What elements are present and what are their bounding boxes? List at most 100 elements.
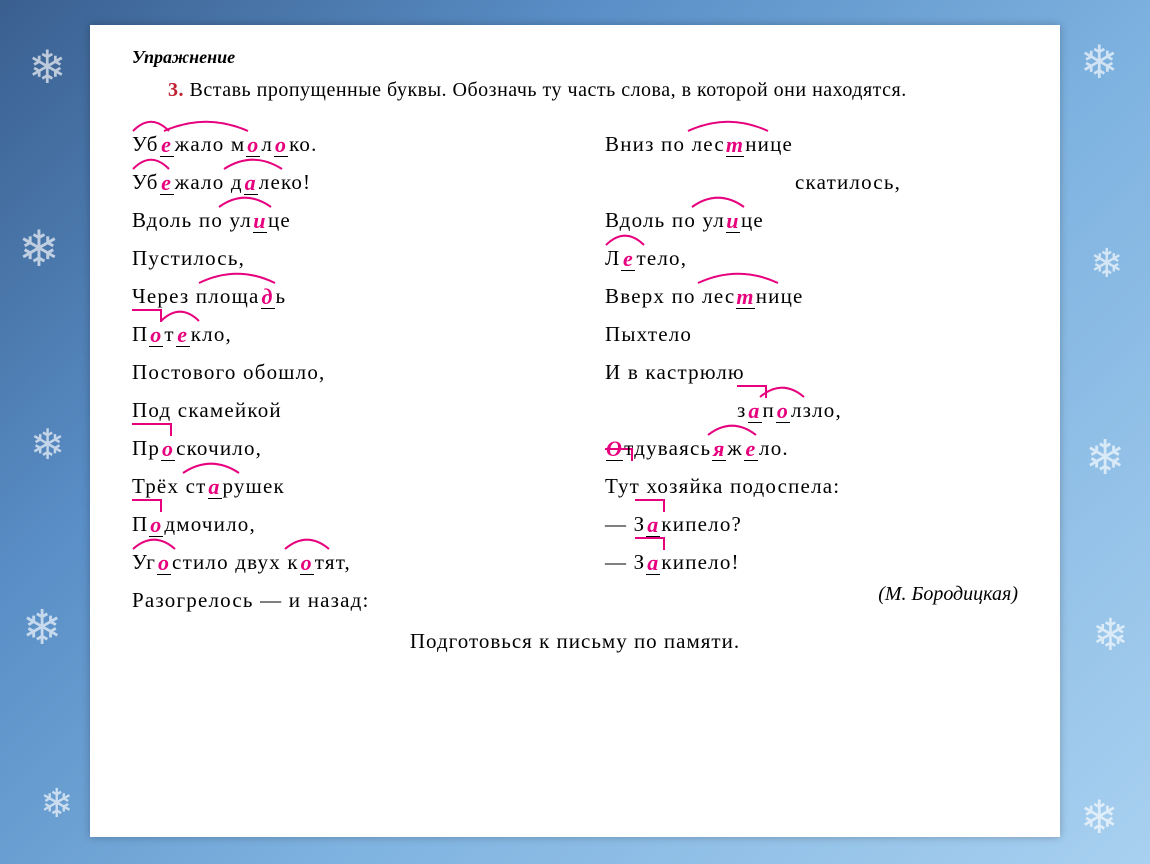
poem-line: — Закипело? [605, 503, 1018, 539]
poem-line: Убежало далеко! [132, 161, 545, 197]
inserted-letter: е [746, 436, 757, 461]
root-arc [163, 118, 249, 132]
text-segment: л [261, 132, 273, 157]
poem-line: Пустилось, [132, 237, 545, 273]
text-segment: Через площа [132, 284, 260, 309]
fill-blank: е [621, 244, 635, 271]
poem-line: Подмочило, [132, 503, 545, 539]
poem-line: — Закипело! [605, 541, 1018, 577]
text-segment: п [763, 398, 775, 423]
inserted-letter: а [647, 550, 659, 575]
instruction: 3. Вставь пропущенные буквы. Обозначь ту… [132, 76, 1018, 105]
poem-left-column: Убежало молоко.Убежало далеко!Вдоль по у… [132, 123, 545, 615]
inserted-letter: О [606, 436, 623, 461]
fill-blank: о [157, 548, 171, 575]
poem-line: Под скамейкой [132, 389, 545, 425]
inserted-letter: о [275, 132, 287, 157]
inserted-letter: о [162, 436, 174, 461]
poem-line: Угостило двух котят, [132, 541, 545, 577]
inserted-letter: о [247, 132, 259, 157]
inserted-letter: о [150, 322, 162, 347]
exercise-number: 3. [168, 79, 184, 101]
text-segment: Разогрелось — и назад: [132, 588, 370, 613]
inserted-letter: я [713, 436, 726, 461]
text-segment: П [132, 512, 148, 537]
text-segment: кипело! [661, 550, 739, 575]
text-segment: Пр [132, 436, 160, 461]
text-segment: Пустилось, [132, 246, 245, 271]
inserted-letter: т [736, 284, 754, 309]
inserted-letter: е [177, 322, 188, 347]
inserted-letter: и [253, 208, 266, 233]
fill-blank: е [160, 168, 174, 195]
inserted-letter: д [261, 284, 273, 309]
poem-line: Постового обошло, [132, 351, 545, 387]
fill-blank: т [736, 282, 754, 309]
text-segment: Уб [132, 170, 159, 195]
text-segment: Под скамейкой [132, 398, 282, 423]
text-segment: тело, [636, 246, 687, 271]
fill-blank: а [748, 396, 762, 423]
snowflake-icon: ❄ [40, 780, 74, 827]
text-segment: тят, [315, 550, 351, 575]
text-segment: це [268, 208, 291, 233]
fill-blank: о [246, 130, 260, 157]
inserted-letter: а [245, 170, 257, 195]
inserted-letter: а [748, 398, 760, 423]
inserted-letter: а [208, 474, 220, 499]
text-segment: И в кастрюлю [605, 360, 745, 385]
poem-line: заползло, [605, 389, 1018, 425]
text-segment: стило двух к [172, 550, 299, 575]
fill-blank: а [208, 472, 222, 499]
inserted-letter: о [150, 512, 162, 537]
snowflake-icon: ❄ [28, 40, 67, 94]
text-segment: нице [756, 284, 804, 309]
text-segment: т [164, 322, 174, 347]
footer-instruction: Подготовься к письму по памяти. [132, 629, 1018, 654]
snowflake-icon: ❄ [1090, 240, 1124, 287]
inserted-letter: а [647, 512, 659, 537]
fill-blank: а [646, 510, 660, 537]
poem-line: И в кастрюлю [605, 351, 1018, 387]
fill-blank: т [726, 130, 744, 157]
text-segment: Тут хозяйка подоспела: [605, 474, 840, 499]
inserted-letter: о [158, 550, 170, 575]
inserted-letter: е [161, 170, 172, 195]
poem-line: Вдоль по улице [605, 199, 1018, 235]
text-segment: скатилось, [795, 170, 901, 195]
poem-right-column: Вниз по лестницескатилось,Вдоль по улице… [605, 123, 1018, 615]
text-segment: скочило, [176, 436, 262, 461]
text-segment: кло, [191, 322, 232, 347]
text-segment: це [741, 208, 764, 233]
snowflake-icon: ❄ [30, 420, 65, 470]
poem-line: Потекло, [132, 313, 545, 349]
text-segment: жало м [175, 132, 246, 157]
text-segment: дмочило, [164, 512, 256, 537]
fill-blank: и [726, 206, 740, 233]
text-segment: тдуваясь [624, 436, 711, 461]
poem-line: скатилось, [605, 161, 1018, 197]
fill-blank: и [253, 206, 267, 233]
text-segment: леко! [259, 170, 311, 195]
fill-blank: е [160, 130, 174, 157]
fill-blank: е [744, 434, 758, 461]
text-segment: ко. [289, 132, 318, 157]
fill-blank: а [244, 168, 258, 195]
fill-blank: о [149, 320, 163, 347]
instruction-text: Вставь пропущенные буквы. Обозначь ту ча… [190, 79, 907, 101]
snowflake-icon: ❄ [1085, 430, 1125, 486]
poem-line: Убежало молоко. [132, 123, 545, 159]
text-segment: Вдоль по ул [132, 208, 252, 233]
worksheet-paper: Упражнение 3. Вставь пропущенные буквы. … [90, 25, 1060, 837]
snowflake-icon: ❄ [22, 600, 62, 656]
fill-blank: я [712, 434, 726, 461]
poem-line: Летело, [605, 237, 1018, 273]
poem-columns: Убежало молоко.Убежало далеко!Вдоль по у… [132, 123, 1018, 615]
author: (М. Бородицкая) [605, 583, 1018, 606]
text-segment: лзло, [791, 398, 842, 423]
text-segment: Трёх ст [132, 474, 207, 499]
snowflake-icon: ❄ [1080, 790, 1119, 844]
snowflake-icon: ❄ [1092, 610, 1129, 661]
exercise-header: Упражнение [132, 47, 1018, 68]
poem-line: Отдуваясь яжело. [605, 427, 1018, 463]
